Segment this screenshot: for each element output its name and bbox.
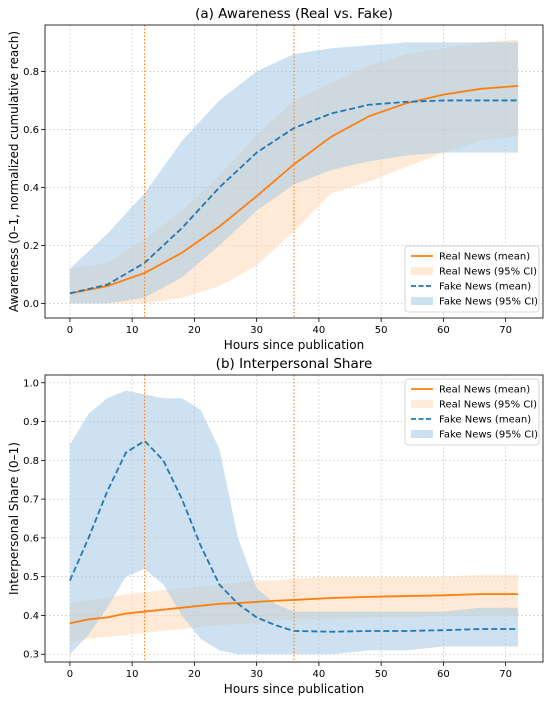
legend-label: Fake News (95% CI)	[439, 430, 538, 441]
x-tick-label: 0	[67, 669, 73, 680]
y-tick-label: 0.4	[23, 611, 39, 622]
y-axis-label: Awareness (0–1, normalized cumulative re…	[7, 31, 21, 312]
chart-panel-2: 0 10 20 30 40 50 60 70 0.3 0.4 0.5 0.6 0.7 0.8 0.9 1.0 (…	[7, 356, 544, 696]
y-tick-label: 0.6	[23, 533, 39, 544]
legend-label: Fake News (mean)	[439, 415, 531, 426]
x-tick-label: 30	[250, 325, 263, 336]
legend-label: Real News (mean)	[439, 385, 530, 396]
y-tick-label: 1.0	[23, 378, 39, 389]
x-tick-label: 0	[67, 325, 73, 336]
y-axis-label: Interpersonal Share (0–1)	[7, 442, 21, 595]
legend-label: Real News (95% CI)	[439, 400, 537, 411]
y-tick-label: 0.3	[23, 650, 39, 661]
x-tick-label: 50	[375, 669, 388, 680]
y-tick-label: 0.8	[23, 67, 39, 78]
y-tick-label: 0.4	[23, 183, 39, 194]
chart-title: (a) Awareness (Real vs. Fake)	[195, 6, 393, 22]
legend-label: Real News (95% CI)	[439, 267, 537, 278]
y-tick-label: 0.8	[23, 456, 39, 467]
axes-frame	[44, 24, 544, 319]
x-tick-label: 20	[188, 325, 201, 336]
legend: Real News (mean) Real News (95% CI) Fake N…	[404, 378, 540, 446]
legend-band-swatch	[411, 430, 433, 438]
chart-panel-1: 0 10 20 30 40 50 60 70 0.0 0.2 0.4 0.6 0.8 (a) Awaren…	[7, 6, 544, 352]
x-tick-label: 20	[188, 669, 201, 680]
legend-box	[404, 378, 540, 446]
legend-label: Real News (mean)	[439, 252, 530, 263]
x-tick-label: 10	[126, 669, 139, 680]
legend-label: Fake News (mean)	[439, 282, 531, 293]
x-tick-label: 40	[313, 325, 326, 336]
x-tick-label: 10	[126, 325, 139, 336]
x-tick-label: 50	[375, 325, 388, 336]
legend-band-swatch	[411, 400, 433, 408]
legend-band-swatch	[411, 267, 433, 275]
chart-title: (b) Interpersonal Share	[216, 356, 373, 372]
x-tick-label: 70	[499, 325, 512, 336]
x-tick-label: 60	[437, 325, 450, 336]
x-tick-label: 40	[313, 669, 326, 680]
y-tick-label: 0.2	[23, 241, 39, 252]
axes-frame	[44, 374, 544, 663]
y-tick-label: 0.7	[23, 495, 39, 506]
ci-band-fake	[69, 390, 519, 655]
x-axis-label: Hours since publication	[224, 682, 364, 696]
mean-line-real	[69, 85, 519, 295]
legend-band-swatch	[411, 297, 433, 305]
legend: Real News (mean) Real News (95% CI) Fake N…	[404, 245, 540, 313]
legend-box	[404, 245, 540, 313]
plot-area	[69, 390, 519, 655]
legend-label: Fake News (95% CI)	[439, 297, 538, 308]
y-tick-label: 0.0	[23, 299, 39, 310]
x-tick-label: 30	[250, 669, 263, 680]
y-tick-label: 0.6	[23, 125, 39, 136]
x-tick-label: 70	[499, 669, 512, 680]
x-tick-label: 60	[437, 669, 450, 680]
y-tick-label: 0.5	[23, 572, 39, 583]
mean-line-fake	[69, 440, 519, 633]
x-axis-label: Hours since publication	[224, 338, 364, 352]
y-tick-label: 0.9	[23, 417, 39, 428]
